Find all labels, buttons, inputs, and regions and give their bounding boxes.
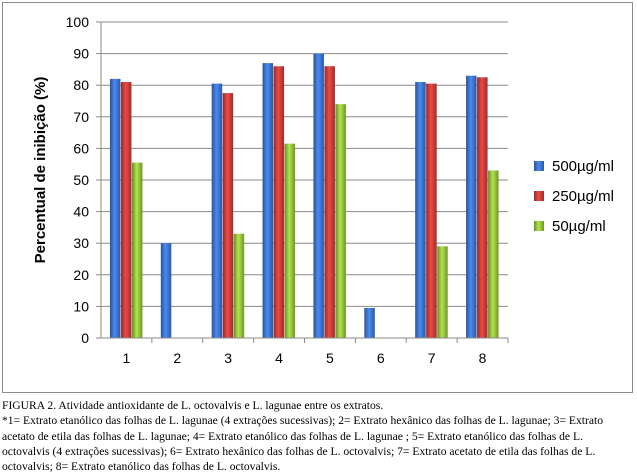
x-tick-label: 3 — [224, 350, 232, 366]
bar-7-series-1 — [415, 82, 426, 338]
y-tick-label: 70 — [73, 109, 89, 125]
y-tick-label: 60 — [73, 140, 89, 156]
bar-1-series-3 — [131, 162, 143, 338]
x-tick-label: 2 — [173, 350, 181, 366]
bar-4-series-1 — [262, 63, 274, 339]
y-tick-label: 90 — [73, 46, 89, 62]
legend-swatch — [534, 221, 544, 231]
bars — [109, 53, 499, 339]
legend-label: 500µg/ml — [552, 158, 614, 175]
bar-5-series-3 — [335, 104, 346, 338]
y-tick-label: 40 — [73, 204, 89, 220]
legend-swatch — [534, 161, 544, 171]
y-tick-label: 100 — [66, 14, 90, 30]
x-tick-label: 1 — [123, 350, 131, 366]
chart-frame: 0 10 20 30 40 50 60 70 80 90 100 1 2 3 4 5 6 7 8 Percentua… — [2, 2, 633, 393]
bar-4-series-2 — [273, 66, 285, 339]
y-tick-label: 20 — [73, 267, 89, 283]
legend: 500µg/ml 250µg/ml 50µg/ml — [534, 158, 614, 235]
axes: 0 10 20 30 40 50 60 70 80 90 100 1 2 3 4 5 6 7 8 — [66, 14, 509, 366]
bar-5-series-1 — [313, 53, 324, 338]
y-tick-label: 10 — [73, 298, 89, 314]
bar-3-series-3 — [233, 233, 245, 338]
x-tick-label: 7 — [428, 350, 436, 366]
legend-label: 50µg/ml — [552, 218, 606, 235]
y-tick-label: 80 — [73, 77, 89, 93]
x-tick-label: 8 — [479, 350, 487, 366]
bar-3-series-1 — [211, 83, 223, 339]
bar-6-series-1 — [364, 307, 375, 338]
x-tick-label: 4 — [275, 350, 283, 366]
bar-7-series-3 — [437, 246, 448, 338]
y-tick-label: 0 — [81, 330, 89, 346]
bar-1-series-1 — [109, 78, 121, 338]
bar-2-series-1 — [160, 243, 172, 338]
bar-chart: 0 10 20 30 40 50 60 70 80 90 100 1 2 3 4 5 6 7 8 Percentua… — [32, 14, 614, 366]
y-axis-label: Percentual de inibição (%) — [32, 77, 49, 264]
bar-3-series-2 — [222, 93, 234, 338]
bar-8-series-1 — [466, 75, 477, 338]
caption-notes: *1= Extrato etanólico das folhas de L. l… — [2, 414, 604, 474]
caption-title: FIGURA 2. Atividade antioxidante de L. o… — [2, 399, 384, 412]
figure-caption: FIGURA 2. Atividade antioxidante de L. o… — [2, 398, 633, 474]
bar-8-series-2 — [477, 77, 488, 339]
y-tick-label: 30 — [73, 235, 89, 251]
y-tick-label: 50 — [73, 172, 89, 188]
bar-4-series-3 — [284, 143, 296, 338]
bar-8-series-3 — [488, 170, 499, 338]
legend-label: 250µg/ml — [552, 188, 614, 205]
bar-7-series-2 — [426, 83, 437, 339]
x-tick-label: 5 — [326, 350, 334, 366]
x-tick-label: 6 — [377, 350, 385, 366]
bar-5-series-2 — [324, 66, 335, 339]
bar-1-series-2 — [120, 82, 132, 338]
legend-swatch — [534, 191, 544, 201]
